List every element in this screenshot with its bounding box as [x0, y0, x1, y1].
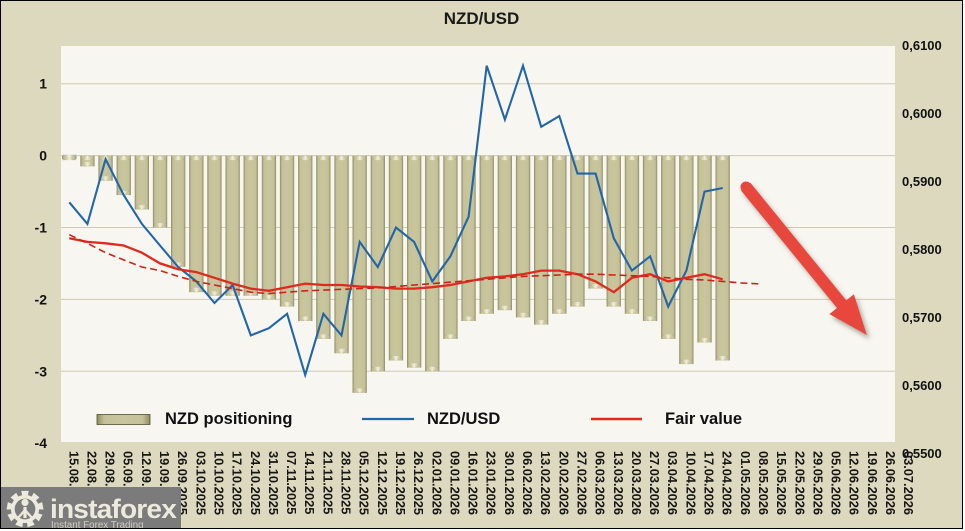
svg-text:27.02.2026: 27.02.2026	[575, 451, 590, 515]
svg-text:17.04.2026: 17.04.2026	[702, 451, 717, 515]
svg-text:19.12.2025: 19.12.2025	[393, 451, 408, 515]
svg-text:06.02.2026: 06.02.2026	[520, 451, 535, 515]
svg-text:21.11.2025: 21.11.2025	[320, 451, 335, 514]
svg-text:07.11.2025: 07.11.2025	[284, 451, 299, 514]
svg-text:28.11.2025: 28.11.2025	[339, 451, 354, 514]
svg-text:NZD positioning: NZD positioning	[165, 410, 292, 428]
svg-text:13.03.2026: 13.03.2026	[611, 451, 626, 515]
svg-text:0: 0	[39, 148, 47, 164]
svg-text:13.02.2026: 13.02.2026	[538, 451, 553, 515]
svg-text:0,6100: 0,6100	[902, 38, 942, 53]
svg-text:05.06.2026: 05.06.2026	[829, 451, 844, 515]
svg-text:0,5800: 0,5800	[902, 242, 942, 257]
svg-text:-1: -1	[35, 220, 48, 236]
svg-text:-4: -4	[35, 435, 48, 451]
svg-text:12.06.2026: 12.06.2026	[847, 451, 862, 515]
svg-text:NZD/USD: NZD/USD	[427, 410, 500, 428]
svg-text:02.01.2026: 02.01.2026	[429, 451, 444, 515]
svg-text:08.05.2026: 08.05.2026	[756, 451, 771, 515]
svg-text:05.12.2025: 05.12.2025	[357, 451, 372, 515]
svg-text:22.05.2026: 22.05.2026	[792, 451, 807, 515]
svg-text:14.11.2025: 14.11.2025	[302, 451, 317, 514]
svg-text:0,6000: 0,6000	[902, 106, 942, 121]
svg-text:16.01.2026: 16.01.2026	[466, 451, 481, 515]
svg-text:10.04.2026: 10.04.2026	[683, 451, 698, 515]
svg-text:Instant Forex Trading: Instant Forex Trading	[51, 520, 144, 529]
svg-text:27.03.2026: 27.03.2026	[647, 451, 662, 515]
svg-text:01.05.2026: 01.05.2026	[738, 451, 753, 515]
svg-text:31.10.2025: 31.10.2025	[266, 451, 281, 515]
svg-text:03.10.2025: 03.10.2025	[193, 451, 208, 515]
svg-text:03.07.2026: 03.07.2026	[901, 451, 916, 515]
svg-text:29.05.2026: 29.05.2026	[810, 451, 825, 515]
svg-text:26.06.2026: 26.06.2026	[883, 451, 898, 515]
svg-text:06.03.2026: 06.03.2026	[593, 451, 608, 515]
svg-text:03.04.2026: 03.04.2026	[665, 451, 680, 515]
svg-text:17.10.2025: 17.10.2025	[230, 451, 245, 515]
svg-text:10.10.2025: 10.10.2025	[212, 451, 227, 515]
svg-text:12.12.2025: 12.12.2025	[375, 451, 390, 515]
svg-text:-3: -3	[35, 363, 48, 379]
svg-text:0,5700: 0,5700	[902, 310, 942, 325]
svg-text:0,5600: 0,5600	[902, 378, 942, 393]
svg-text:15.05.2026: 15.05.2026	[774, 451, 789, 515]
svg-text:23.01.2026: 23.01.2026	[484, 451, 499, 515]
svg-text:24.04.2026: 24.04.2026	[720, 451, 735, 515]
svg-text:20.03.2026: 20.03.2026	[629, 451, 644, 515]
svg-text:20.02.2026: 20.02.2026	[556, 451, 571, 515]
svg-text:-2: -2	[35, 291, 48, 307]
svg-text:24.10.2025: 24.10.2025	[248, 451, 263, 515]
svg-text:09.01.2026: 09.01.2026	[447, 451, 462, 515]
svg-text:19.06.2026: 19.06.2026	[865, 451, 880, 515]
svg-text:0,5900: 0,5900	[902, 174, 942, 189]
svg-text:30.01.2026: 30.01.2026	[502, 451, 517, 515]
svg-text:Fair value: Fair value	[665, 410, 742, 428]
svg-text:1: 1	[39, 76, 47, 92]
svg-text:26.12.2025: 26.12.2025	[411, 451, 426, 515]
